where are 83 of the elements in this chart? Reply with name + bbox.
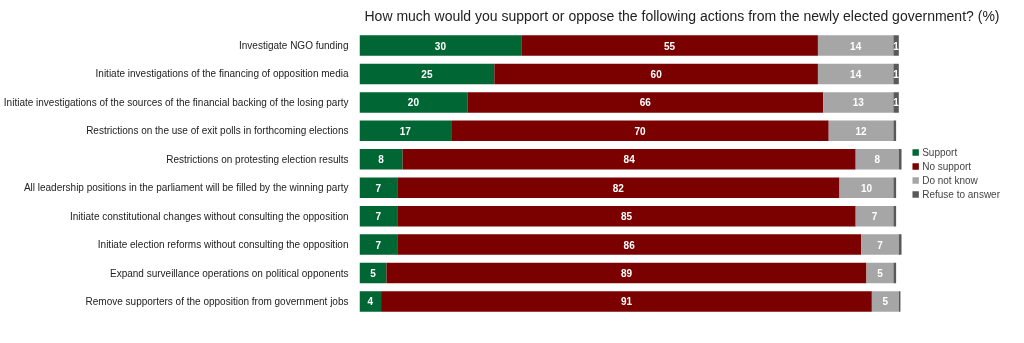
bar (871, 291, 899, 312)
bar (893, 120, 897, 142)
data-label: 8 (874, 154, 881, 166)
bar (855, 205, 894, 227)
bar (893, 262, 897, 284)
bar (359, 234, 398, 255)
bar (823, 92, 894, 113)
data-label: 10 (860, 182, 873, 194)
data-label: 55 (664, 40, 676, 52)
y-tick-label: Initiate election reforms without consulting the opposition (97, 239, 349, 251)
data-label: 1 (893, 68, 900, 80)
data-label: 30 (434, 40, 447, 52)
y-tick-label: Expand surveillance operations on political opponents (110, 267, 349, 279)
bar (359, 92, 468, 113)
data-label: 8 (378, 154, 385, 166)
bar (893, 177, 897, 198)
chart-title: How much would you support or oppose the following actions from the newly elected government? (%) (364, 7, 1000, 24)
data-label: 5 (370, 268, 377, 280)
bar (359, 205, 398, 227)
bar (359, 120, 452, 142)
data-label: 85 (620, 211, 633, 223)
bar (898, 149, 902, 170)
bar (359, 177, 398, 198)
bar (893, 205, 897, 227)
data-label: 12 (855, 125, 868, 137)
bar (397, 234, 862, 255)
y-tick-label: Initiate constitutional changes without consulting the opposition (69, 210, 349, 222)
data-label: 17 (399, 125, 412, 137)
bar (866, 262, 894, 284)
data-label: 20 (407, 97, 420, 109)
y-tick-label: Remove supporters of the opposition from government jobs (85, 295, 349, 307)
data-label: 60 (650, 68, 663, 80)
data-label: 7 (375, 182, 382, 194)
y-tick-label: All leadership positions in the parliament will be filled by the winning party (23, 182, 349, 194)
bar (855, 149, 899, 170)
bar (397, 205, 856, 227)
bar (898, 234, 902, 255)
y-tick-label: Investigate NGO funding (238, 40, 349, 52)
data-label: 82 (612, 182, 625, 194)
y-tick-label: Initiate investigations of the sources of the financial backing of the losing party (3, 96, 349, 108)
data-label: 14 (850, 68, 862, 80)
data-label: 7 (877, 239, 884, 251)
y-tick-label: Restrictions on protesting election results (166, 153, 349, 165)
bar (359, 291, 382, 312)
legend-label: Refuse to answer (922, 188, 1000, 200)
data-label: 5 (877, 268, 884, 280)
bar (451, 120, 829, 142)
bar (817, 35, 894, 56)
legend-label: No support (922, 160, 972, 172)
bar (359, 149, 403, 170)
bar (397, 177, 840, 198)
data-label: 14 (850, 40, 862, 52)
data-label: 7 (871, 211, 878, 223)
bar (828, 120, 894, 142)
bar (861, 234, 899, 255)
data-label: 13 (852, 97, 865, 109)
data-label: 25 (421, 68, 433, 80)
data-label: 4 (367, 296, 374, 308)
y-tick-label: Restrictions on the use of exit polls in forthcoming elections (86, 125, 349, 137)
bar (402, 149, 856, 170)
data-label: 84 (623, 154, 636, 166)
data-label: 5 (882, 296, 889, 308)
data-label: 89 (620, 268, 633, 280)
data-label: 66 (639, 97, 652, 109)
bar (521, 35, 818, 56)
data-label: 7 (375, 239, 382, 251)
bar (467, 92, 824, 113)
bar (839, 177, 894, 198)
bar (381, 291, 872, 312)
bar (359, 35, 522, 56)
bar (817, 63, 894, 85)
data-label: 86 (623, 239, 636, 251)
data-label: 91 (620, 296, 633, 308)
data-label: 1 (893, 40, 900, 52)
legend-label: Support (922, 146, 958, 158)
bar (359, 63, 495, 85)
bar (494, 63, 818, 85)
data-label: 1 (893, 97, 900, 109)
data-label: 70 (634, 125, 646, 137)
data-label: 7 (375, 211, 382, 223)
legend-label: Do not know (922, 174, 978, 186)
y-tick-label: Initiate investigations of the financing of opposition media (95, 68, 349, 80)
bar (386, 262, 867, 284)
